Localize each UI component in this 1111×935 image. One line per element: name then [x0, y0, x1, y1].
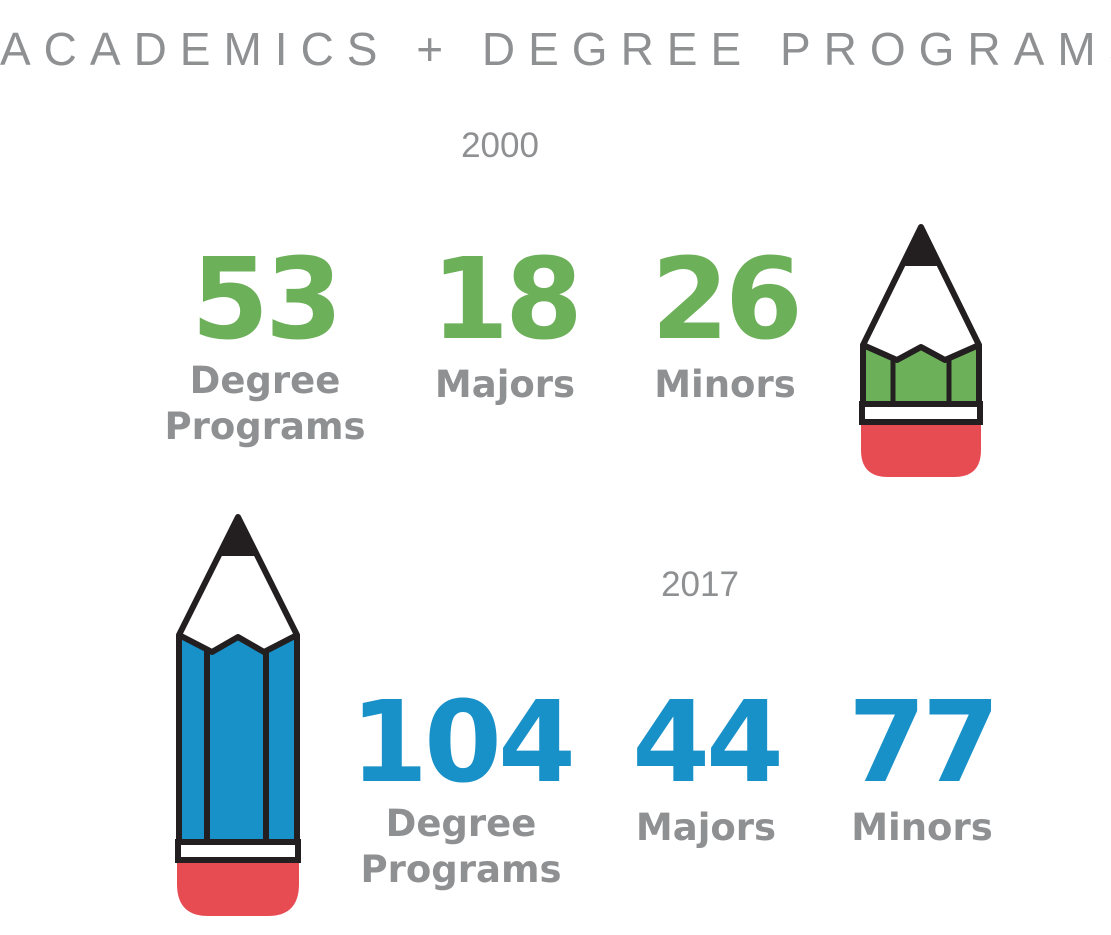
- stat-label: Degree Programs: [164, 359, 366, 448]
- stat-value: 77: [848, 678, 1000, 808]
- stat-label: Minors: [851, 806, 993, 849]
- stat-label: Majors: [434, 363, 576, 406]
- blue-pencil-icon: [175, 514, 301, 916]
- stat-degree-programs-2017: 104 Degree Programs: [336, 687, 586, 893]
- stat-minors-2000: 26 Minors: [625, 244, 825, 408]
- stat-majors-2017: 44 Majors: [606, 687, 806, 851]
- stat-degree-programs-2000: 53 Degree Programs: [145, 244, 385, 450]
- stat-minors-2017: 77 Minors: [822, 687, 1022, 851]
- stat-majors-2000: 18 Majors: [405, 244, 605, 408]
- green-pencil-icon: [859, 224, 983, 477]
- stat-label: Majors: [635, 806, 777, 849]
- year-2017-label: 2017: [661, 565, 739, 604]
- stat-value: 53: [191, 235, 343, 365]
- stat-label: Degree Programs: [360, 802, 562, 891]
- page-title: ACADEMICS + DEGREE PROGRAMS: [0, 23, 1111, 75]
- stat-value: 26: [651, 235, 803, 365]
- stat-value: 44: [632, 678, 784, 808]
- year-2000-label: 2000: [461, 126, 539, 165]
- stat-value: 18: [431, 235, 583, 365]
- stat-value: 104: [350, 678, 576, 808]
- stat-label: Minors: [654, 363, 796, 406]
